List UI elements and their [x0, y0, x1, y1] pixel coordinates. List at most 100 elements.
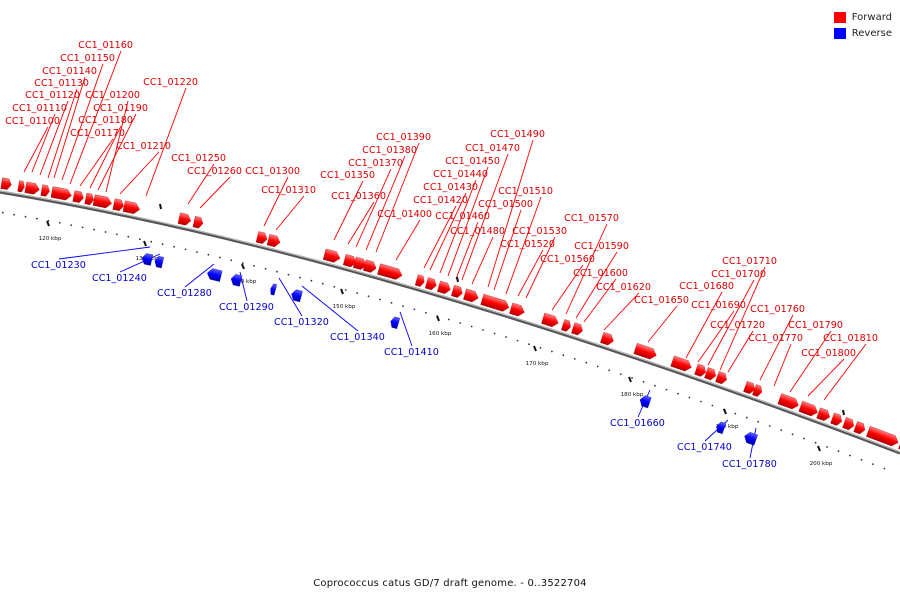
forward-gene-label[interactable]: CC1_01120	[25, 90, 80, 101]
forward-gene-arrow[interactable]	[816, 407, 832, 422]
forward-gene-label[interactable]: CC1_01500	[478, 199, 533, 210]
forward-gene-arrow[interactable]	[633, 343, 658, 360]
forward-gene-label[interactable]: CC1_01480	[450, 226, 505, 237]
reverse-gene-arrow[interactable]	[154, 256, 164, 269]
forward-gene-label[interactable]: CC1_01720	[710, 320, 765, 331]
forward-gene-label[interactable]: CC1_01110	[12, 103, 67, 114]
forward-gene-arrow[interactable]	[352, 256, 367, 271]
forward-gene-label[interactable]: CC1_01260	[187, 166, 242, 177]
forward-gene-arrow[interactable]	[715, 371, 728, 385]
forward-gene-label[interactable]: CC1_01650	[634, 295, 689, 306]
forward-gene-label[interactable]: CC1_01560	[540, 254, 595, 265]
forward-gene-label[interactable]: CC1_01140	[42, 66, 97, 77]
forward-gene-arrow[interactable]	[842, 417, 855, 431]
forward-gene-arrow[interactable]	[694, 363, 707, 378]
forward-gene-arrow[interactable]	[322, 248, 341, 264]
reverse-gene-arrow[interactable]	[206, 268, 223, 282]
reverse-gene-label[interactable]: CC1_01280	[157, 288, 212, 299]
forward-gene-arrow[interactable]	[255, 231, 268, 244]
forward-gene-arrow[interactable]	[571, 322, 584, 337]
forward-gene-arrow[interactable]	[92, 194, 113, 209]
forward-gene-label[interactable]: CC1_01400	[377, 209, 432, 220]
forward-gene-label[interactable]: CC1_01150	[60, 53, 115, 64]
forward-gene-arrow[interactable]	[798, 400, 820, 418]
forward-gene-arrow[interactable]	[24, 181, 41, 195]
forward-gene-arrow[interactable]	[84, 192, 95, 205]
reverse-gene-arrow[interactable]	[269, 283, 277, 296]
forward-gene-label[interactable]: CC1_01440	[433, 169, 488, 180]
reverse-gene-label[interactable]: CC1_01740	[677, 442, 732, 453]
reverse-gene-label[interactable]: CC1_01780	[722, 459, 777, 470]
forward-gene-arrow[interactable]	[600, 332, 615, 346]
reverse-gene-arrow[interactable]	[638, 394, 652, 409]
forward-gene-label[interactable]: CC1_01190	[93, 103, 148, 114]
reverse-gene-label[interactable]: CC1_01320	[274, 317, 329, 328]
forward-gene-label[interactable]: CC1_01360	[331, 191, 386, 202]
forward-gene-arrow[interactable]	[192, 216, 204, 229]
reverse-gene-label[interactable]: CC1_01240	[92, 273, 147, 284]
forward-gene-arrow[interactable]	[463, 288, 480, 304]
forward-gene-label[interactable]: CC1_01790	[788, 320, 843, 331]
reverse-gene-label[interactable]: CC1_01340	[330, 332, 385, 343]
reverse-gene-label[interactable]: CC1_01660	[610, 418, 665, 429]
forward-gene-label[interactable]: CC1_01390	[376, 132, 431, 143]
forward-gene-label[interactable]: CC1_01760	[750, 304, 805, 315]
forward-gene-arrow[interactable]	[743, 381, 756, 395]
forward-gene-label[interactable]: CC1_01170	[70, 128, 125, 139]
forward-gene-arrow[interactable]	[480, 293, 511, 313]
forward-gene-arrow[interactable]	[177, 212, 192, 226]
forward-gene-label[interactable]: CC1_01700	[711, 269, 766, 280]
reverse-gene-arrow[interactable]	[290, 289, 303, 303]
forward-gene-arrow[interactable]	[541, 312, 560, 328]
forward-gene-label[interactable]: CC1_01130	[34, 78, 89, 89]
forward-gene-arrow[interactable]	[451, 285, 464, 298]
forward-gene-arrow[interactable]	[112, 198, 125, 212]
forward-gene-arrow[interactable]	[424, 277, 438, 291]
forward-gene-arrow[interactable]	[377, 263, 403, 281]
forward-gene-label[interactable]: CC1_01430	[423, 182, 478, 193]
forward-gene-arrow[interactable]	[0, 177, 13, 190]
forward-gene-label[interactable]: CC1_01210	[116, 141, 171, 152]
forward-gene-label[interactable]: CC1_01680	[679, 281, 734, 292]
forward-gene-arrow[interactable]	[437, 280, 452, 295]
forward-gene-arrow[interactable]	[561, 319, 572, 332]
forward-gene-label[interactable]: CC1_01810	[823, 333, 878, 344]
forward-gene-arrow[interactable]	[40, 184, 51, 197]
forward-gene-arrow[interactable]	[853, 421, 867, 435]
forward-gene-arrow[interactable]	[898, 438, 900, 451]
forward-gene-label[interactable]: CC1_01220	[143, 77, 198, 88]
forward-gene-arrow[interactable]	[17, 180, 26, 193]
forward-gene-label[interactable]: CC1_01590	[574, 241, 629, 252]
forward-gene-label[interactable]: CC1_01470	[465, 143, 520, 154]
forward-gene-label[interactable]: CC1_01300	[245, 166, 300, 177]
forward-gene-arrow[interactable]	[72, 190, 85, 204]
forward-gene-label[interactable]: CC1_01370	[348, 158, 403, 169]
reverse-gene-arrow[interactable]	[715, 421, 727, 435]
forward-gene-arrow[interactable]	[866, 426, 900, 448]
forward-gene-arrow[interactable]	[50, 186, 73, 201]
forward-gene-label[interactable]: CC1_01490	[490, 129, 545, 140]
forward-gene-arrow[interactable]	[122, 200, 141, 215]
forward-gene-label[interactable]: CC1_01710	[722, 256, 777, 267]
forward-gene-arrow[interactable]	[777, 393, 801, 411]
reverse-gene-arrow[interactable]	[743, 431, 758, 446]
forward-gene-label[interactable]: CC1_01690	[691, 300, 746, 311]
forward-gene-label[interactable]: CC1_01770	[748, 333, 803, 344]
forward-gene-arrow[interactable]	[362, 259, 378, 274]
forward-gene-label[interactable]: CC1_01800	[801, 348, 856, 359]
forward-gene-arrow[interactable]	[670, 355, 693, 373]
forward-gene-arrow[interactable]	[704, 367, 717, 381]
reverse-gene-label[interactable]: CC1_01290	[219, 302, 274, 313]
forward-gene-label[interactable]: CC1_01620	[596, 282, 651, 293]
reverse-gene-arrow[interactable]	[230, 273, 243, 287]
reverse-gene-label[interactable]: CC1_01230	[31, 260, 86, 271]
forward-gene-arrow[interactable]	[414, 274, 426, 288]
forward-gene-label[interactable]: CC1_01520	[500, 239, 555, 250]
forward-gene-arrow[interactable]	[830, 412, 844, 427]
forward-gene-label[interactable]: CC1_01600	[573, 268, 628, 279]
forward-gene-label[interactable]: CC1_01200	[85, 90, 140, 101]
forward-gene-label[interactable]: CC1_01180	[78, 115, 133, 126]
forward-gene-arrow[interactable]	[509, 302, 526, 318]
forward-gene-arrow[interactable]	[752, 384, 763, 397]
forward-gene-label[interactable]: CC1_01460	[435, 211, 490, 222]
